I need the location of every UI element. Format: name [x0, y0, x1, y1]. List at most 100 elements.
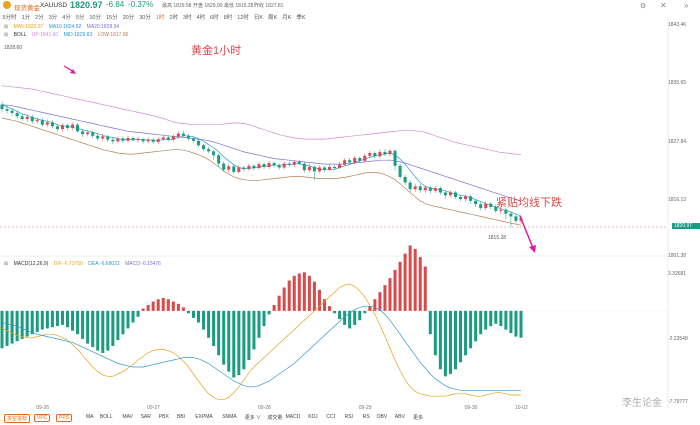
macd-bar: [348, 310, 352, 329]
candle-body: [166, 137, 170, 140]
macd-bar: [76, 310, 80, 335]
close-icon[interactable]: ✕: [660, 1, 667, 10]
chart-canvas[interactable]: 09-26 09-27 09-28 09-29 09-30 10-02 黄金1小时 紧贴均…: [0, 0, 700, 410]
macd-bar: [116, 310, 120, 341]
indicator-tab[interactable]: BBI: [177, 414, 186, 420]
indicator-tab[interactable]: ABV: [394, 414, 405, 420]
boll-legend-close-icon[interactable]: ⊠: [4, 32, 9, 38]
timeframe-tab[interactable]: 月K: [282, 15, 292, 21]
candle-body: [353, 158, 357, 163]
candle-body: [333, 166, 337, 169]
candle-body: [489, 203, 493, 207]
timeframe-tab[interactable]: 8时: [223, 15, 233, 21]
timeframe-tab[interactable]: 20分: [122, 15, 135, 21]
toolbar-button[interactable]: PPS: [56, 414, 73, 422]
indicator-tab[interactable]: MAV: [122, 414, 133, 420]
macd-bar: [176, 303, 180, 311]
candle-body: [0, 104, 4, 110]
candle-body: [60, 125, 64, 130]
timeframe-tab[interactable]: 12时: [237, 15, 249, 21]
macd-bar: [408, 245, 412, 311]
settings-icon[interactable]: ⚙: [640, 3, 647, 10]
macd-bar: [499, 310, 503, 327]
macd-bar: [40, 310, 44, 330]
indicator-tab[interactable]: SAR: [140, 414, 151, 420]
timeframe-tab[interactable]: 10分: [89, 15, 101, 21]
indicator-tab[interactable]: RS: [362, 414, 370, 420]
symbol-name: 现货黄金: [14, 5, 40, 12]
candle-body: [242, 167, 246, 170]
timeframe-tab[interactable]: 4时: [196, 15, 206, 21]
candle-body: [287, 163, 291, 165]
candle-body: [479, 204, 483, 209]
timeframe-tab[interactable]: 3分: [48, 15, 58, 21]
macd-bar: [161, 298, 165, 311]
indicator-tab[interactable]: CCI: [326, 414, 336, 420]
indicator-tab[interactable]: KDJ: [308, 414, 318, 420]
candle-body: [302, 163, 306, 171]
indicator-tab[interactable]: MA: [86, 414, 94, 420]
indicator-tab[interactable]: PBX: [158, 414, 169, 420]
ma5-label: MA5:1822.37: [13, 24, 44, 30]
ma20-label: MA20:1828.94: [86, 24, 120, 30]
timeframe-tab[interactable]: 日K: [253, 15, 264, 21]
macd-bar: [282, 287, 286, 311]
timeframe-tab[interactable]: 2分: [35, 15, 44, 21]
macd-bar: [459, 310, 463, 363]
ma5-line: [1, 104, 522, 217]
candle-body: [403, 176, 407, 183]
macd-bar: [212, 310, 216, 346]
timeframe-tab[interactable]: 5分: [75, 15, 85, 21]
indicator-tab[interactable]: MACD: [285, 414, 301, 420]
timeframe-tab[interactable]: 季K: [296, 15, 306, 21]
macd-bar: [217, 310, 221, 356]
boll-legend: ⊠ BOLL UP:1841.60 MID:1829.83 LOW:1817.8…: [4, 32, 132, 38]
candle-body: [469, 196, 473, 201]
macd-bar: [146, 305, 150, 311]
ma-legend-close-icon[interactable]: ⊠: [4, 24, 9, 30]
boll-label: BOLL: [13, 32, 27, 38]
candle-body: [252, 165, 256, 169]
toolbar-button[interactable]: VPC: [34, 414, 51, 422]
indicator-tab[interactable]: 更多 ∨: [244, 415, 262, 421]
candle-body: [257, 164, 261, 169]
timeframe-tab[interactable]: 3时: [183, 15, 192, 21]
macd-bar: [166, 299, 170, 311]
indicator-tab[interactable]: 更多: [413, 415, 424, 421]
indicator-tab[interactable]: BOLL: [99, 414, 113, 420]
candle-body: [76, 124, 80, 132]
indicator-tab[interactable]: OBV: [376, 414, 388, 420]
timeframe-tab[interactable]: 4分: [62, 15, 71, 21]
macd-bar: [393, 269, 397, 311]
date-label: 09-27: [147, 405, 160, 410]
macd-bar: [307, 275, 311, 311]
candle-body: [247, 165, 251, 170]
dea-label: DEA:-6.68022: [88, 261, 120, 267]
sidebar-toggle-icon[interactable]: »: [684, 1, 689, 10]
candle-body: [35, 120, 39, 122]
indicator-tab[interactable]: 成交量: [267, 415, 283, 421]
macd-bar: [322, 299, 326, 311]
macd-bar: [247, 310, 251, 360]
indicator-tab[interactable]: RSI: [344, 414, 353, 420]
macd-bar: [131, 310, 135, 323]
toolbar-button[interactable]: 多空指标: [4, 414, 31, 423]
timeframe-tab[interactable]: 1分: [21, 15, 31, 21]
date-label: 09-30: [465, 405, 478, 410]
boll-mid-label: MID:1829.83: [63, 32, 93, 38]
macd-value-label: MACD:-0.15476: [125, 261, 161, 267]
day-high: 最高 1829.58: [162, 3, 192, 9]
timeframe-tab[interactable]: 5分时: [2, 15, 17, 21]
candle-body: [202, 145, 206, 150]
timeframe-tab[interactable]: 30分: [139, 15, 151, 21]
timeframe-tab[interactable]: 15分: [106, 15, 118, 21]
timeframe-tab[interactable]: 1时: [155, 15, 165, 21]
candle-body: [212, 151, 216, 156]
timeframe-tab[interactable]: 6时: [210, 15, 219, 21]
indicator-tab[interactable]: SNMA: [222, 414, 237, 420]
timeframe-tab[interactable]: 2时: [169, 15, 178, 21]
macd-legend-close-icon[interactable]: ⊠: [4, 261, 9, 267]
timeframe-tab[interactable]: 周K: [268, 15, 278, 21]
macd-bar: [232, 310, 236, 378]
indicator-tab[interactable]: EXPMA: [195, 414, 213, 420]
